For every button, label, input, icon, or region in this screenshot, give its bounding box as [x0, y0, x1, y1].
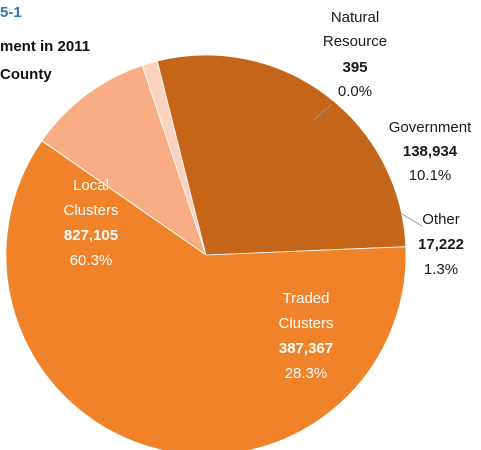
leader-line-natural-resource [313, 103, 333, 121]
leader-line-other [401, 213, 423, 227]
data-label-natural-resource-value: 395 [342, 59, 367, 76]
pie-slice-government [41, 64, 207, 257]
data-label-natural-resource-name-1: Resource [323, 33, 387, 50]
pie-slice-local-clusters [5, 140, 407, 450]
data-label-local-clusters-name-1: Clusters [63, 202, 118, 219]
chart-title-line-3: County [0, 66, 52, 83]
data-label-traded-clusters-name-0: Traded [283, 290, 330, 307]
data-label-other-value: 17,222 [418, 236, 464, 253]
data-label-natural-resource-percent: 0.0% [338, 83, 372, 100]
data-label-traded-clusters-name-1: Clusters [278, 315, 333, 332]
data-label-traded-clusters-percent: 28.3% [285, 365, 328, 382]
data-label-local-clusters-value: 827,105 [64, 227, 118, 244]
pie-slice-traded-clusters [156, 54, 407, 256]
data-label-government-value: 138,934 [403, 143, 458, 160]
data-label-natural-resource-name-0: Natural [331, 9, 379, 26]
data-label-government-name-0: Government [389, 119, 472, 136]
data-label-local-clusters-percent: 60.3% [70, 252, 113, 269]
chart-title-line-2: ment in 2011 [0, 38, 91, 55]
data-label-government-percent: 10.1% [409, 167, 452, 184]
chart-title-line-1: 5-1 [0, 4, 22, 21]
data-label-other-percent: 1.3% [424, 261, 458, 278]
data-label-traded-clusters-value: 387,367 [279, 340, 333, 357]
data-label-other-name-0: Other [422, 211, 460, 228]
data-label-local-clusters-name-0: Local [73, 177, 109, 194]
